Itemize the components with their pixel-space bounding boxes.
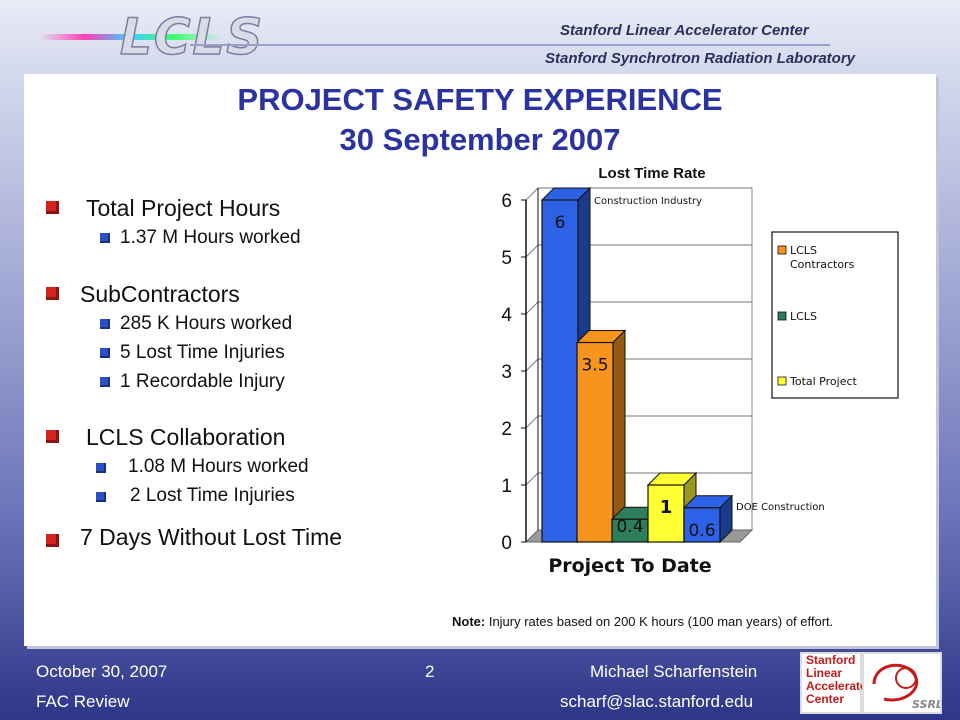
legend-box: [771, 231, 899, 399]
footer-date: October 30, 2007: [36, 662, 168, 681]
bullet-total-hours: Total Project Hours: [86, 195, 281, 221]
slac-logo: Stanford Linear Accelerator Center: [800, 652, 873, 714]
lost-time-rate-chart: Lost Time Rate 0 1 2 3 4 5 6 6 Construction Ind…: [501, 165, 899, 577]
footer-event: FAC Review: [36, 692, 130, 711]
bullet-icon: [46, 201, 59, 214]
chart-bar-front: [576, 341, 614, 543]
org-name-ssrl: Stanford Synchrotron Radiation Laborator…: [545, 50, 856, 67]
chart-y-tick-label: 2: [501, 419, 512, 440]
slide-title: PROJECT SAFETY EXPERIENCE: [237, 82, 723, 117]
logo-rainbow: [40, 34, 220, 40]
footer-presenter: Michael Scharfenstein: [590, 662, 758, 681]
slac-logo-line: Linear: [806, 666, 843, 680]
bullet-icon: [46, 287, 59, 300]
sub-bullet-collab-1: 2 Lost Time Injuries: [130, 485, 295, 506]
legend-swatch: [777, 311, 787, 321]
sub-bullet-icon: [100, 319, 110, 329]
legend-label: Total Project: [789, 375, 858, 388]
chart-bar-annotation: Construction Industry: [594, 196, 702, 207]
sub-bullet-subs-0: 285 K Hours worked: [120, 313, 293, 334]
slac-logo-line: Center: [806, 692, 845, 706]
chart-bar-front: [683, 507, 721, 543]
bullet-days-without-lost-time: 7 Days Without Lost Time: [80, 524, 343, 550]
header-divider: [190, 44, 830, 46]
chart-data-label: 6: [555, 213, 566, 233]
chart-gridline: [525, 301, 539, 315]
chart-gridline: [525, 415, 539, 429]
sub-bullet-icon: [100, 348, 110, 358]
chart-y-ticks: 0 1 2 3 4 5 6: [501, 191, 526, 554]
slac-logo-line: Stanford: [806, 653, 856, 667]
bullet-collaboration: LCLS Collaboration: [86, 424, 286, 450]
chart-bars: [540, 186, 734, 544]
sub-bullet-subs-1: 5 Lost Time Injuries: [120, 342, 285, 363]
chart-y-tick-label: 6: [501, 191, 512, 212]
chart-gridline: [525, 187, 539, 201]
chart-title: Lost Time Rate: [598, 165, 705, 182]
chart-bar: [682, 494, 734, 544]
chart-bar-front: [541, 199, 579, 543]
note-text: Note: Injury rates based on 200 K hours …: [452, 614, 833, 629]
legend-swatch: [777, 376, 787, 386]
chart-bar-front: [647, 484, 685, 543]
sub-bullet-icon: [100, 233, 110, 243]
bullet-icon: [46, 430, 59, 443]
chart-gridline: [525, 244, 539, 258]
legend-label: LCLS: [790, 310, 817, 323]
note-label: Note:: [452, 614, 486, 629]
sub-bullet-collab-0: 1.08 M Hours worked: [128, 456, 309, 477]
chart-y-tick-label: 1: [501, 476, 512, 497]
legend-label: Contractors: [790, 258, 855, 271]
bullet-subcontractors: SubContractors: [80, 281, 240, 307]
chart-y-tick-label: 4: [501, 305, 512, 326]
sub-bullet-icon: [96, 463, 106, 473]
footer-email: scharf@slac.stanford.edu: [560, 692, 754, 711]
sub-bullet-icon: [100, 377, 110, 387]
chart-data-label: 1: [660, 497, 673, 518]
chart-gridline: [525, 472, 539, 486]
sub-bullet-icon: [96, 492, 106, 502]
bullet-icon: [46, 534, 59, 547]
page-number: 2: [425, 662, 435, 681]
chart-x-label: Project To Date: [548, 555, 711, 577]
chart-y-tick-label: 5: [501, 248, 512, 269]
org-name-slac: Stanford Linear Accelerator Center: [560, 22, 809, 39]
chart-data-label: 0.4: [616, 517, 643, 537]
slide-subtitle: 30 September 2007: [339, 122, 621, 157]
lcls-logo: LCLS: [119, 7, 265, 67]
chart-y-tick-label: 3: [501, 362, 512, 383]
chart-bar: [575, 329, 627, 544]
sub-bullet-subs-2: 1 Recordable Injury: [120, 371, 285, 392]
chart-gridline: [525, 358, 539, 372]
chart-data-label: 0.6: [688, 521, 715, 541]
legend-swatch: [777, 245, 787, 255]
chart-bar-annotation: DOE Construction: [736, 502, 825, 513]
slide-footer: October 30, 2007 FAC Review 2 Michael Sc…: [0, 660, 960, 720]
chart-data-label: 3.5: [581, 356, 608, 376]
slide-header: LCLS Stanford Linear Accelerator Center …: [0, 0, 960, 72]
sub-bullet-total-0: 1.37 M Hours worked: [120, 227, 301, 248]
chart-data-labels: 6 Construction Industry 3.5 0.4 1 0.6 DOE Cons…: [555, 196, 825, 541]
chart-y-tick-label: 0: [501, 533, 512, 554]
ssrl-logo-graphic: SSRL: [872, 663, 943, 711]
slac-logo-line: Accelerator: [806, 679, 873, 693]
note-body: Injury rates based on 200 K hours (100 m…: [485, 614, 834, 629]
ssrl-logo-text: SSRL: [912, 698, 940, 711]
ssrl-logo: SSRL: [862, 652, 943, 714]
legend-label: LCLS: [790, 244, 817, 257]
